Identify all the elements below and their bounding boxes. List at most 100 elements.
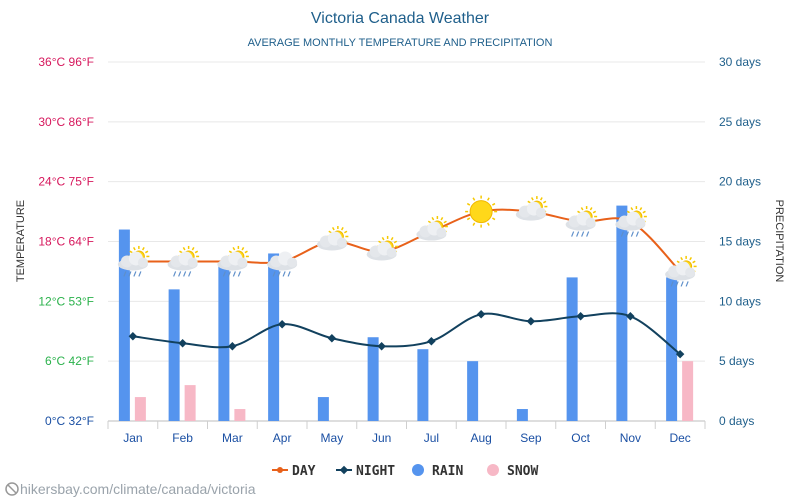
rain-drop <box>576 231 580 237</box>
left-tick-label: 0°C 32°F <box>45 414 94 428</box>
rain-drop <box>123 271 127 277</box>
footer-credit[interactable]: hikersbay.com/climate/canada/victoria <box>5 481 256 497</box>
sun-ray <box>129 250 133 254</box>
legend-label: NIGHT <box>356 464 395 479</box>
legend-item-rain: RAIN <box>412 464 463 479</box>
right-tick-label: 15 days <box>719 235 761 249</box>
sun-ray <box>343 230 348 234</box>
sun-ray <box>427 220 432 224</box>
left-tick-label: 18°C 64°F <box>38 235 94 249</box>
rain-drop <box>586 231 590 237</box>
sun-ray <box>527 200 531 204</box>
sun-icon <box>465 195 498 228</box>
sun-ray <box>132 246 136 251</box>
rain-drop <box>222 271 226 277</box>
snow-bar <box>682 361 694 421</box>
night-point <box>228 341 237 351</box>
sun-ray <box>680 256 684 261</box>
cloud-part <box>137 257 148 268</box>
rain-bar <box>566 277 578 421</box>
rain-bar <box>367 337 379 421</box>
rain-bar <box>666 277 678 421</box>
right-tick-label: 25 days <box>719 115 761 129</box>
right-tick-label: 30 days <box>719 55 761 69</box>
sun-cloud-icon <box>515 196 548 221</box>
sun-cloud-icon <box>316 226 349 251</box>
rain-drop <box>620 231 624 237</box>
night-point <box>476 310 486 319</box>
rain-drop <box>237 271 241 277</box>
cloud-part <box>436 227 447 238</box>
sun-ray <box>331 227 335 231</box>
sun-ray <box>466 202 471 206</box>
rain-drop <box>173 271 177 277</box>
rain-drop <box>178 271 182 277</box>
rain-bar <box>118 229 130 421</box>
chart-subtitle: AVERAGE MONTHLY TEMPERATURE AND PRECIPIT… <box>248 37 553 49</box>
sun-ray <box>340 227 344 231</box>
cloud-part <box>585 217 596 228</box>
night-point <box>327 333 337 343</box>
rain-bar <box>417 349 429 421</box>
sun-ray <box>194 250 199 254</box>
night-point <box>128 331 138 341</box>
night-line <box>132 312 681 355</box>
rain-bar <box>218 265 230 421</box>
left-tick-label: 6°C 42°F <box>45 354 94 368</box>
legend-swatch-dot <box>277 467 283 473</box>
sun-ray <box>381 237 385 241</box>
night-point <box>576 312 585 321</box>
sun-ray <box>440 217 444 221</box>
rain-drop <box>183 271 187 277</box>
month-label: Oct <box>571 431 590 445</box>
sun-cloud-rain-icon <box>665 255 697 287</box>
legend-label: RAIN <box>432 464 463 479</box>
rain-drop <box>282 271 286 277</box>
month-label: Jan <box>123 431 142 445</box>
footer-credit-text[interactable]: hikersbay.com/climate/canada/victoria <box>20 481 256 497</box>
sun-ray <box>472 197 476 201</box>
sun-ray <box>689 256 693 261</box>
night-point <box>277 320 287 329</box>
sun-ray <box>539 197 543 201</box>
rain-drop <box>277 271 281 277</box>
sun-ray <box>530 197 534 201</box>
legend-item-snow: SNOW <box>487 464 538 479</box>
legend: DAY NIGHT RAIN SNOW <box>272 464 538 479</box>
month-label: Sep <box>520 431 542 445</box>
cloud-part <box>535 207 546 218</box>
rain-drop <box>581 231 585 237</box>
month-label: Apr <box>273 431 292 445</box>
left-axis-label: TEMPERATURE <box>15 200 27 282</box>
right-axis-label: PRECIPITATION <box>773 200 785 283</box>
rain-drop <box>571 231 575 237</box>
tick-labels: 0°C 32°F 6°C 42°F 12°C 53°F 18°C 64°F 24°C 7… <box>38 55 761 445</box>
month-label: Jun <box>372 431 391 445</box>
sun-ray <box>141 246 145 251</box>
night-point <box>675 349 685 359</box>
month-label: Nov <box>620 431 641 445</box>
rain-drop <box>133 271 137 277</box>
sun-cloud-rain-icon <box>117 245 150 277</box>
sun-ray <box>492 202 496 206</box>
sun-ray <box>486 222 490 226</box>
sun-ray <box>642 210 646 214</box>
sun-ray <box>191 246 195 251</box>
sun-cloud-rain-icon <box>565 206 598 237</box>
legend-label: DAY <box>292 464 316 479</box>
sun-cloud-rain-icon <box>217 245 249 277</box>
sun-ray <box>228 250 233 254</box>
sun-ray <box>241 246 245 251</box>
sun-ray <box>626 210 631 214</box>
sun-ray <box>639 207 643 211</box>
rain-drop <box>138 271 142 277</box>
legend-swatch-diamond <box>339 465 349 475</box>
link-icon-handle <box>7 484 17 494</box>
night-point <box>526 317 536 326</box>
sun-cloud-rain-icon <box>167 245 200 277</box>
snow-bar <box>134 397 146 421</box>
left-tick-label: 30°C 86°F <box>38 115 94 129</box>
sun-ray <box>144 250 149 254</box>
